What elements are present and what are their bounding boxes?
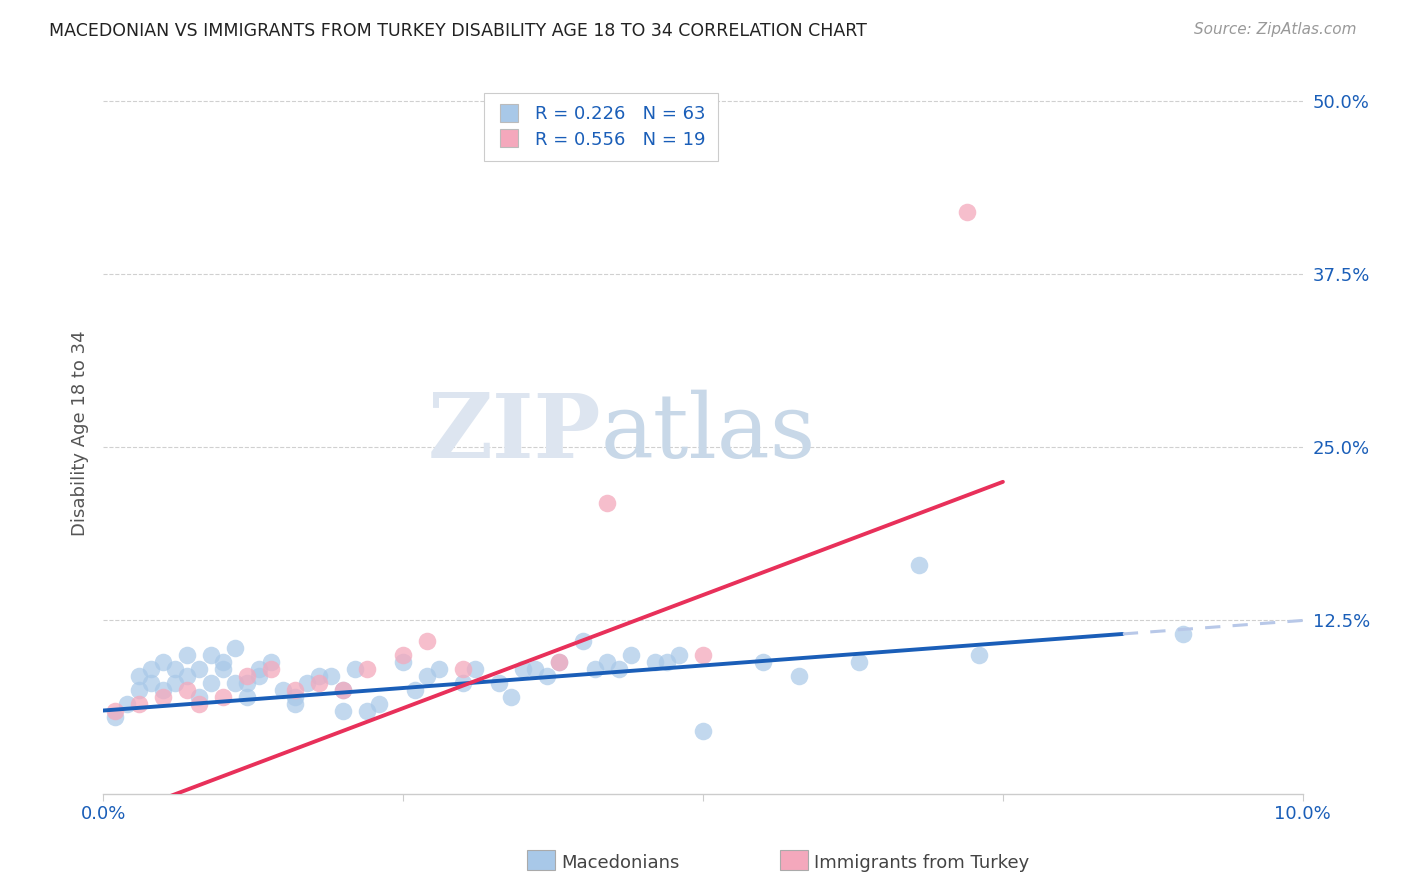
Point xyxy=(165,662,187,676)
Point xyxy=(524,662,547,676)
Point xyxy=(139,662,162,676)
Point xyxy=(308,675,330,690)
Point xyxy=(319,669,342,683)
Point xyxy=(607,662,630,676)
Point xyxy=(512,662,534,676)
Point xyxy=(128,697,150,711)
Point xyxy=(752,655,775,669)
Point xyxy=(451,662,474,676)
Point xyxy=(967,648,990,662)
Point xyxy=(224,675,246,690)
Point xyxy=(692,724,714,739)
Point xyxy=(212,690,235,704)
Legend: R = 0.226   N = 63, R = 0.556   N = 19: R = 0.226 N = 63, R = 0.556 N = 19 xyxy=(484,93,718,161)
Point xyxy=(451,675,474,690)
Point xyxy=(644,655,666,669)
Point xyxy=(908,558,931,572)
Point xyxy=(692,648,714,662)
Point xyxy=(332,682,354,697)
Point xyxy=(536,669,558,683)
Point xyxy=(596,495,619,509)
Point xyxy=(548,655,571,669)
Point xyxy=(295,675,318,690)
Point xyxy=(368,697,391,711)
Point xyxy=(572,634,595,648)
Point xyxy=(488,675,510,690)
Point xyxy=(427,662,450,676)
Point xyxy=(596,655,619,669)
Text: atlas: atlas xyxy=(600,390,817,477)
Point xyxy=(236,669,259,683)
Point xyxy=(499,690,522,704)
Point xyxy=(356,704,378,718)
Point xyxy=(165,675,187,690)
Point xyxy=(128,669,150,683)
Point xyxy=(356,662,378,676)
Point xyxy=(152,655,174,669)
Point xyxy=(188,697,211,711)
Point xyxy=(152,690,174,704)
Point xyxy=(548,655,571,669)
Point xyxy=(655,655,678,669)
Point xyxy=(284,682,307,697)
Point xyxy=(1171,627,1194,641)
Point xyxy=(247,669,270,683)
Point xyxy=(464,662,486,676)
Point xyxy=(236,690,259,704)
Point xyxy=(583,662,606,676)
Point xyxy=(620,648,643,662)
Point xyxy=(308,669,330,683)
Point xyxy=(332,682,354,697)
Point xyxy=(247,662,270,676)
Point xyxy=(152,682,174,697)
Text: Source: ZipAtlas.com: Source: ZipAtlas.com xyxy=(1194,22,1357,37)
Text: Immigrants from Turkey: Immigrants from Turkey xyxy=(814,854,1029,871)
Point xyxy=(224,641,246,656)
Point xyxy=(128,682,150,697)
Point xyxy=(200,648,222,662)
Point xyxy=(212,662,235,676)
Point xyxy=(404,682,426,697)
Point xyxy=(668,648,690,662)
Point xyxy=(260,655,283,669)
Point xyxy=(212,655,235,669)
Text: MACEDONIAN VS IMMIGRANTS FROM TURKEY DISABILITY AGE 18 TO 34 CORRELATION CHART: MACEDONIAN VS IMMIGRANTS FROM TURKEY DIS… xyxy=(49,22,868,40)
Text: ZIP: ZIP xyxy=(427,390,600,477)
Point xyxy=(271,682,294,697)
Point xyxy=(104,704,127,718)
Point xyxy=(176,669,198,683)
Point xyxy=(139,675,162,690)
Point xyxy=(284,697,307,711)
Point xyxy=(260,662,283,676)
Point xyxy=(787,669,810,683)
Point xyxy=(104,710,127,724)
Y-axis label: Disability Age 18 to 34: Disability Age 18 to 34 xyxy=(72,331,89,536)
Point xyxy=(188,690,211,704)
Point xyxy=(416,669,439,683)
Point xyxy=(416,634,439,648)
Point xyxy=(115,697,138,711)
Text: Macedonians: Macedonians xyxy=(561,854,679,871)
Point xyxy=(188,662,211,676)
Point xyxy=(344,662,367,676)
Point xyxy=(236,675,259,690)
Point xyxy=(848,655,870,669)
Point xyxy=(392,648,415,662)
Point xyxy=(392,655,415,669)
Point xyxy=(200,675,222,690)
Point xyxy=(956,204,979,219)
Point xyxy=(176,648,198,662)
Point xyxy=(332,704,354,718)
Point xyxy=(284,690,307,704)
Point xyxy=(176,682,198,697)
